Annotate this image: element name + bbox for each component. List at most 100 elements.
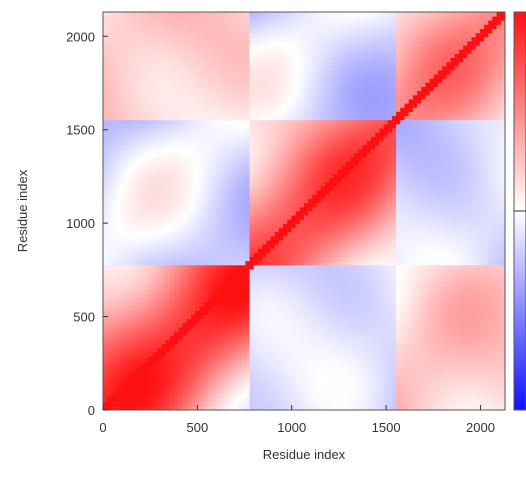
heatmap-cell <box>174 244 179 249</box>
heatmap-cell <box>199 119 204 125</box>
heatmap-cell <box>262 132 267 137</box>
heatmap-cell <box>262 32 267 38</box>
heatmap-cell <box>283 372 288 378</box>
heatmap-cell <box>291 306 297 311</box>
heatmap-cell <box>257 86 263 92</box>
heatmap-cell <box>216 306 221 311</box>
heatmap-cell <box>245 12 250 17</box>
heatmap-cell <box>149 356 154 361</box>
heatmap-cell <box>266 248 271 253</box>
heatmap-cell <box>228 169 234 175</box>
heatmap-cell <box>174 376 179 382</box>
heatmap-cell <box>287 136 292 141</box>
heatmap-cell <box>115 111 121 117</box>
heatmap-cell <box>249 364 255 369</box>
heatmap-cell <box>211 264 217 270</box>
heatmap-cell <box>199 281 204 287</box>
heatmap-cell <box>107 45 112 50</box>
heatmap-cell <box>278 16 284 21</box>
heatmap-cell <box>182 49 188 54</box>
heatmap-cell <box>199 94 204 100</box>
heatmap-cell <box>132 310 137 316</box>
heatmap-cell <box>128 206 133 212</box>
heatmap-cell <box>190 289 196 295</box>
heatmap-cell <box>237 169 242 175</box>
heatmap-cell <box>262 293 267 299</box>
heatmap-cell <box>216 244 221 249</box>
heatmap-cell <box>278 223 284 228</box>
heatmap-cell <box>249 28 255 34</box>
heatmap-cell <box>119 49 125 54</box>
heatmap-cell <box>257 269 263 274</box>
heatmap-cell <box>253 302 259 307</box>
heatmap-cell <box>144 28 150 34</box>
heatmap-cell <box>190 260 196 266</box>
heatmap-cell <box>136 186 142 191</box>
heatmap-cell <box>216 351 221 357</box>
heatmap-cell <box>115 397 121 403</box>
heatmap-cell <box>266 107 271 112</box>
heatmap-cell <box>241 235 246 241</box>
heatmap-cell <box>291 385 297 390</box>
heatmap-cell <box>170 190 175 195</box>
heatmap-cell <box>195 285 200 291</box>
heatmap-cell <box>136 277 142 282</box>
heatmap-cell <box>211 306 217 311</box>
heatmap-cell <box>232 119 238 125</box>
heatmap-cell <box>144 49 150 54</box>
heatmap-cell <box>232 372 238 378</box>
heatmap-cell <box>132 152 137 158</box>
heatmap-cell <box>249 181 255 187</box>
heatmap-cell <box>291 202 297 208</box>
heatmap-cell <box>207 157 213 162</box>
heatmap-cell <box>304 314 309 320</box>
heatmap-cell <box>312 260 317 266</box>
heatmap-cell <box>178 215 183 220</box>
heatmap-cell <box>111 339 116 345</box>
heatmap-cell <box>199 161 204 166</box>
heatmap-cell <box>119 211 125 216</box>
heatmap-cell <box>220 376 225 382</box>
heatmap-cell <box>157 198 163 204</box>
heatmap-cell <box>207 347 213 353</box>
heatmap-cell <box>132 140 137 146</box>
heatmap-cell <box>287 289 292 295</box>
heatmap-cell <box>178 322 183 328</box>
heatmap-cell <box>220 24 225 29</box>
heatmap-cell <box>140 368 146 374</box>
heatmap-cell <box>316 314 322 320</box>
heatmap-cell <box>299 198 305 204</box>
heatmap-cell <box>266 376 271 382</box>
heatmap-cell <box>103 206 108 212</box>
heatmap-cell <box>241 368 246 374</box>
heatmap-cell <box>224 61 230 67</box>
heatmap-cell <box>195 173 200 179</box>
heatmap-cell <box>119 177 125 183</box>
heatmap-cell <box>115 186 121 191</box>
heatmap-cell <box>291 231 297 237</box>
heatmap-cell <box>115 293 121 299</box>
heatmap-cell <box>123 194 129 199</box>
heatmap-cell <box>136 252 142 258</box>
heatmap-cell <box>287 16 292 21</box>
heatmap-cell <box>316 136 322 141</box>
heatmap-cell <box>178 356 183 361</box>
heatmap-cell <box>119 219 125 224</box>
heatmap-cell <box>203 331 209 336</box>
heatmap-cell <box>237 177 242 183</box>
heatmap-cell <box>245 119 250 125</box>
heatmap-cell <box>128 123 133 129</box>
heatmap-cell <box>249 285 255 291</box>
heatmap-cell <box>153 318 158 324</box>
heatmap-cell <box>161 32 167 38</box>
heatmap-cell <box>249 335 255 340</box>
heatmap-cell <box>190 57 196 63</box>
heatmap-cell <box>316 148 322 154</box>
heatmap-cell <box>211 235 217 241</box>
heatmap-cell <box>119 61 125 67</box>
heatmap-cell <box>211 61 217 67</box>
heatmap-cell <box>287 356 292 361</box>
heatmap-cell <box>161 289 167 295</box>
heatmap-cell <box>170 90 175 96</box>
heatmap-cell <box>316 152 322 158</box>
